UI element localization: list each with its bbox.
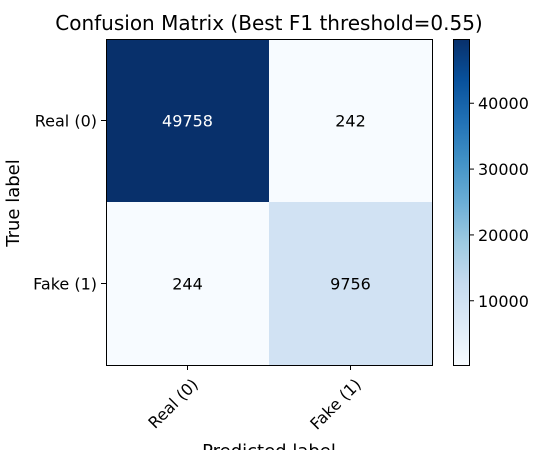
y-tick-label: Real (0): [35, 112, 97, 131]
colorbar-tick-label: 40000: [478, 94, 529, 113]
plot-frame: [106, 39, 433, 366]
cell-value-label: 49758: [162, 112, 213, 131]
chart-title: Confusion Matrix (Best F1 threshold=0.55…: [55, 11, 482, 35]
x-tick-label: Real (0): [144, 375, 201, 432]
cell-value-labels: 49758 242 244 9756: [162, 112, 371, 294]
matrix-cell: [269, 39, 432, 202]
colorbar-tick-label: 20000: [478, 226, 529, 245]
x-tick-label: Fake (1): [306, 375, 365, 434]
colorbar-tick-label: 10000: [478, 292, 529, 311]
cell-value-label: 242: [335, 112, 366, 131]
x-axis-label: Predicted label: [202, 441, 336, 450]
colorbar: [453, 39, 470, 366]
colorbar-ticks: 10000 20000 30000 40000: [469, 94, 529, 311]
matrix-cell: [106, 39, 269, 202]
matrix-cell: [106, 202, 269, 365]
cell-value-label: 244: [172, 275, 203, 294]
matrix-cell: [269, 202, 432, 365]
y-axis-label: True label: [3, 159, 24, 248]
matrix-cells: [106, 39, 432, 365]
y-tick-label: Fake (1): [33, 275, 97, 294]
cell-value-label: 9756: [330, 275, 371, 294]
y-axis-ticks: Real (0) Fake (1): [33, 112, 106, 294]
colorbar-tick-label: 30000: [478, 160, 529, 179]
x-axis-ticks: Real (0) Fake (1): [144, 365, 365, 434]
